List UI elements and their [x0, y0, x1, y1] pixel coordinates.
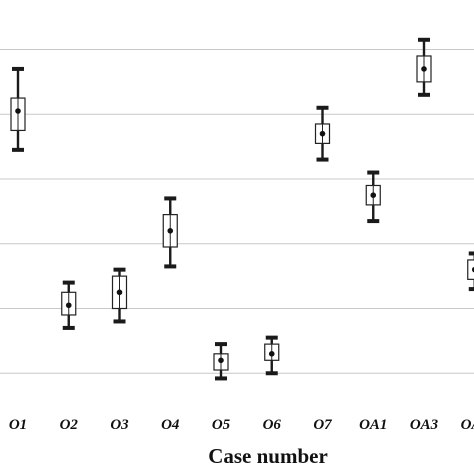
box-group-o2 [61, 280, 77, 330]
gridlines [0, 49, 474, 374]
mean-point [319, 130, 326, 137]
x-tick-label: O1 [9, 417, 27, 433]
mean-point [268, 351, 275, 357]
x-tick-label: O2 [60, 417, 79, 433]
mean-point [65, 302, 72, 309]
box-group-o6 [264, 335, 280, 376]
box-group-o3 [111, 267, 128, 324]
boxes [10, 37, 474, 381]
mean-point [218, 357, 224, 364]
x-tick-labels: O1 O2 O3 O4 O5 O6 O7 OA1 OA3 OA4 [9, 417, 474, 433]
mean-point [370, 192, 377, 198]
x-tick-label: OA3 [410, 417, 439, 433]
mean-point [471, 266, 474, 273]
x-axis-title: Case number [208, 444, 328, 468]
box [467, 259, 474, 280]
x-tick-label: O7 [313, 417, 332, 433]
x-tick-label: O5 [212, 417, 231, 433]
box-group-o1 [10, 66, 26, 152]
mean-point [15, 108, 21, 114]
mean-point [116, 289, 123, 296]
box-group-o4 [162, 196, 178, 269]
x-tick-label: OA1 [359, 417, 387, 433]
mean-point [421, 66, 427, 72]
x-tick-label: OA4 [461, 417, 474, 433]
box-group-o7 [314, 105, 331, 162]
box-group-oa4 [467, 251, 474, 292]
x-tick-label: O4 [161, 417, 180, 433]
mean-point [167, 228, 174, 234]
box-group-oa1 [365, 170, 381, 224]
x-tick-label: O6 [263, 417, 282, 433]
box-group-oa3 [416, 37, 432, 97]
box-group-o5 [213, 342, 229, 381]
x-tick-label: O3 [110, 417, 129, 433]
